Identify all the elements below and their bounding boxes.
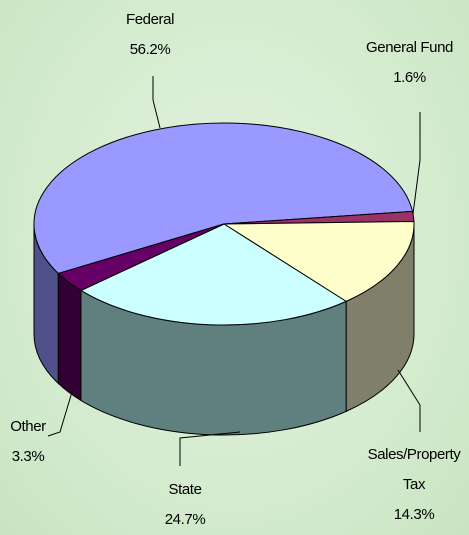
slice bbox=[33, 122, 414, 274]
value-label: 56.2% bbox=[129, 41, 171, 58]
category-label: Other bbox=[10, 418, 46, 435]
category-label: Federal bbox=[125, 11, 175, 28]
slice-label: General Fund 1.6% bbox=[350, 33, 469, 93]
leader-line bbox=[412, 112, 421, 215]
slice-label: State 24.7% bbox=[125, 475, 245, 535]
slice-label: Sales/Property Tax 14.3% bbox=[359, 440, 469, 530]
slice-label: Other 3.3% bbox=[0, 412, 56, 472]
value-label: 3.3% bbox=[11, 448, 45, 465]
leader-line bbox=[152, 76, 161, 129]
category-label: General Fund bbox=[366, 39, 453, 56]
leader-line bbox=[179, 431, 241, 466]
value-label: 24.7% bbox=[164, 511, 206, 528]
slice bbox=[57, 223, 225, 292]
value-label: 1.6% bbox=[393, 69, 426, 86]
pie-tops bbox=[33, 122, 415, 326]
slice bbox=[79, 223, 348, 326]
category-label: State bbox=[168, 481, 202, 498]
value-label: 14.3% bbox=[393, 506, 435, 523]
category-label: Sales/Property Tax bbox=[367, 446, 461, 493]
leader-line bbox=[47, 391, 73, 437]
leader-lines bbox=[47, 76, 421, 466]
slice bbox=[222, 220, 415, 302]
slice-label: Federal 56.2% bbox=[80, 5, 220, 65]
leader-line bbox=[397, 369, 421, 432]
pie-sides bbox=[33, 223, 415, 436]
slice-side bbox=[57, 272, 82, 402]
